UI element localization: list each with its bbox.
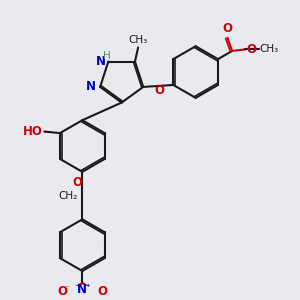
Text: H: H: [103, 51, 111, 61]
Text: O: O: [98, 285, 108, 298]
Text: O: O: [222, 22, 233, 34]
Text: N: N: [77, 283, 87, 296]
Text: O: O: [154, 83, 164, 97]
Text: ⁻: ⁻: [101, 284, 106, 293]
Text: CH₃: CH₃: [259, 44, 278, 54]
Text: ⁻: ⁻: [65, 284, 69, 293]
Text: ⁺: ⁺: [85, 283, 90, 292]
Text: O: O: [72, 176, 82, 189]
Text: N: N: [86, 80, 96, 93]
Text: CH₃: CH₃: [128, 34, 148, 45]
Text: CH₂: CH₂: [59, 191, 78, 201]
Text: N: N: [96, 55, 106, 68]
Text: O: O: [246, 43, 256, 56]
Text: O: O: [57, 285, 67, 298]
Text: HO: HO: [23, 125, 43, 138]
